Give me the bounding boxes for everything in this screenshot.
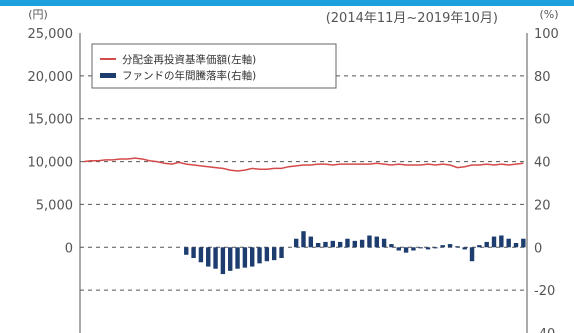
right-tick-label: -40	[534, 327, 555, 333]
return-bar	[469, 247, 475, 262]
legend-box	[91, 43, 337, 89]
return-bar	[250, 247, 255, 267]
return-bar	[462, 247, 467, 250]
return-bar	[447, 244, 453, 248]
return-bar	[345, 238, 350, 248]
return-bar	[389, 244, 394, 248]
return-bar	[403, 247, 409, 253]
top-accent-bar	[0, 0, 574, 6]
return-bar	[433, 247, 438, 249]
return-bar	[301, 231, 306, 248]
right-tick-label: 80	[534, 70, 551, 85]
return-bar	[279, 247, 284, 258]
return-bar	[242, 247, 248, 268]
left-tick-label: 20,000	[28, 70, 74, 85]
left-tick-label: 0	[65, 241, 73, 256]
return-bar	[418, 247, 423, 249]
grid-lines	[80, 75, 527, 291]
return-bar	[206, 247, 211, 267]
return-bar	[491, 236, 497, 248]
right-tick-label: 60	[534, 113, 551, 128]
nav-series-line	[83, 157, 524, 172]
left-axis-unit: (円)	[28, 8, 48, 21]
return-bar	[213, 247, 218, 269]
return-bar	[352, 240, 357, 248]
return-bar	[191, 247, 196, 258]
annual-return-bars	[184, 231, 526, 275]
right-tick-label: 100	[534, 27, 559, 42]
return-bar	[315, 243, 321, 248]
left-tick-label: 5,000	[36, 198, 73, 213]
legend-label-nav: 分配金再投資基準価額(左軸)	[122, 53, 256, 66]
return-bar	[381, 238, 387, 248]
right-axis-ticks: 100 80 60 40 20 0 -20 -40	[534, 27, 559, 333]
return-bar	[396, 247, 401, 251]
legend-bar-swatch	[100, 73, 116, 78]
return-bar	[477, 245, 482, 248]
axes	[79, 33, 528, 333]
return-bar	[220, 247, 226, 275]
return-bar	[513, 243, 519, 248]
return-bar	[330, 240, 336, 248]
return-bar	[264, 247, 270, 262]
return-bar	[455, 246, 460, 248]
return-bar	[184, 247, 189, 255]
return-bar	[506, 238, 511, 248]
return-bar	[257, 247, 262, 264]
return-bar	[293, 238, 299, 248]
left-tick-label: 15,000	[28, 113, 74, 128]
return-bar	[411, 247, 416, 251]
return-bar	[367, 235, 372, 248]
right-tick-label: 40	[534, 156, 551, 171]
return-bar	[198, 247, 204, 263]
left-tick-label: 25,000	[28, 27, 74, 42]
return-bar	[228, 247, 233, 271]
return-bar	[271, 247, 277, 261]
return-bar	[499, 235, 504, 248]
return-bar	[484, 241, 489, 248]
return-bar	[359, 239, 365, 248]
legend-label-return: ファンドの年間騰落率(右軸)	[122, 69, 256, 82]
return-bar	[308, 236, 314, 248]
left-tick-label: 10,000	[28, 156, 74, 171]
return-bar	[425, 247, 431, 250]
return-bar	[337, 241, 343, 248]
right-tick-label: -20	[534, 284, 555, 299]
right-axis-unit: (%)	[539, 8, 558, 21]
return-bar	[440, 245, 445, 248]
return-bar	[521, 238, 526, 248]
return-bar	[323, 241, 328, 248]
period-label: (2014年11月~2019年10月)	[326, 11, 498, 26]
return-bar	[374, 236, 379, 248]
right-tick-label: 0	[534, 241, 542, 256]
right-tick-label: 20	[534, 198, 551, 213]
return-bar	[235, 247, 240, 269]
legend: 分配金再投資基準価額(左軸) ファンドの年間騰落率(右軸)	[91, 43, 337, 89]
left-axis-ticks: 25,000 20,000 15,000 10,000 5,000 0	[28, 27, 74, 256]
nav-line	[83, 157, 524, 172]
